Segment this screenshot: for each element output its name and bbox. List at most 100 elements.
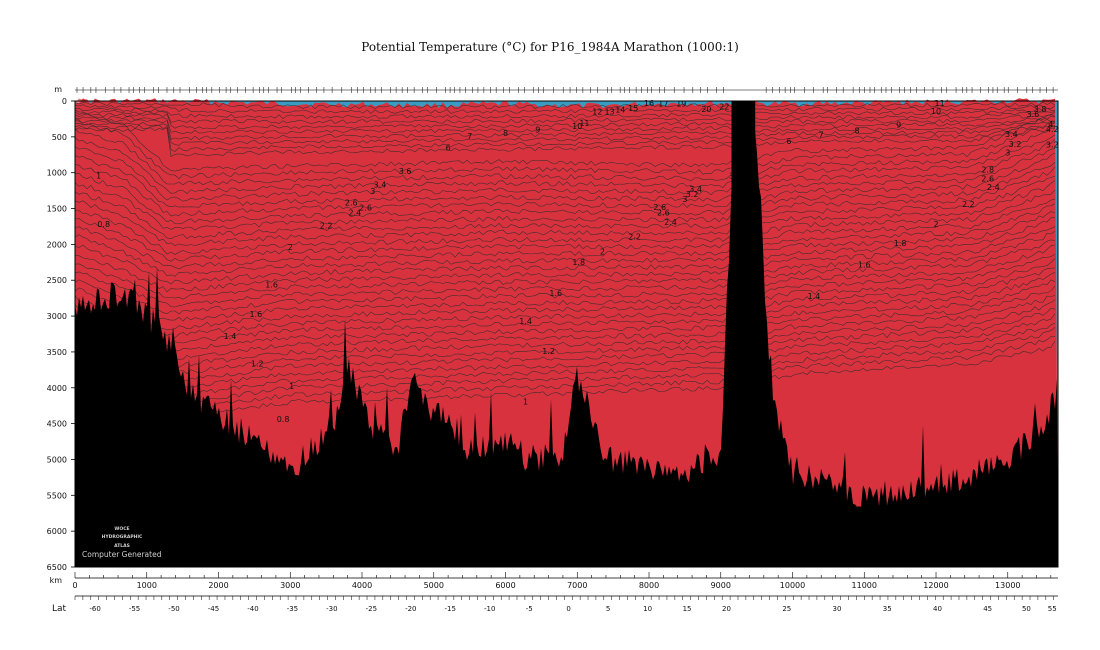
contour-label: 3.2: [686, 190, 699, 199]
contour-label: 1.8: [572, 258, 585, 267]
contour-label: 4: [1048, 120, 1053, 129]
contour-label: 3.6: [399, 167, 412, 176]
contour-label: 2.6: [981, 174, 994, 183]
watermark-line-2: HYDROGRAPHIC: [102, 534, 143, 540]
isotherm-line-1: [74, 109, 1056, 172]
contour-label: 11: [935, 99, 945, 108]
km-tick-label: 1000: [137, 581, 157, 590]
depth-tick-label: 0: [62, 97, 67, 106]
isotherm-line-29: [74, 307, 1056, 385]
lat-tick-label: -35: [287, 605, 298, 613]
lat-tick-label: 20: [722, 605, 731, 613]
isotherm-line-34: [74, 340, 1056, 428]
isotherm-line-11: [74, 180, 1056, 246]
warm-isotherm-line-2: [74, 104, 1056, 114]
contour-label: 1.4: [519, 317, 532, 326]
axes-layer: m050010001500200025003000350040004500500…: [47, 85, 1059, 614]
contour-label: 15: [628, 104, 638, 113]
contour-label: 3.2: [1009, 140, 1022, 149]
contour-label: 1.2: [542, 347, 555, 356]
warm-isotherm-line-9: [74, 124, 1056, 152]
contour-label-layer: 10.822.22.42.62.633.43.61.61.61.41.210.8…: [96, 99, 1058, 424]
isotherm-line-17: [74, 226, 1056, 293]
contour-label: 13: [604, 108, 614, 117]
lat-tick-label: 30: [833, 605, 842, 613]
isotherm-line-15: [74, 211, 1056, 277]
isotherm-line-13: [74, 198, 1056, 262]
isotherm-line-31: [74, 322, 1056, 401]
contour-label: 2.6: [359, 204, 372, 213]
km-tick-label: 0: [72, 581, 77, 590]
contour-label: 3: [729, 171, 734, 180]
contour-label: 1.6: [249, 310, 262, 319]
contour-label: 9: [535, 126, 540, 135]
seafloor-silhouette: [75, 101, 1058, 567]
isotherm-line-12: [74, 189, 1056, 255]
contour-label: 16: [644, 99, 654, 108]
contour-label: 3.4: [374, 181, 387, 190]
contour-label: 1: [523, 397, 528, 406]
contour-label: 22: [719, 103, 729, 112]
contour-label: 9: [896, 121, 901, 130]
contour-label: 3: [682, 195, 687, 204]
contour-label: 1.4: [808, 292, 821, 301]
isotherm-line-4: [74, 134, 1056, 194]
isotherm-line-20: [74, 244, 1056, 315]
warm-isotherm-line-7: [74, 118, 1056, 141]
depth-tick-label: 4000: [47, 384, 67, 393]
contour-label: 8: [503, 129, 508, 138]
lat-tick-label: 0: [566, 605, 570, 613]
km-tick-label: 9000: [711, 581, 731, 590]
isotherm-line-27: [74, 295, 1056, 368]
km-tick-label: 3000: [280, 581, 300, 590]
lat-tick-label: 45: [983, 605, 992, 613]
lat-tick-label: 35: [883, 605, 892, 613]
contour-label: 1.6: [549, 289, 562, 298]
contour-label: 2: [933, 220, 938, 229]
depth-tick-label: 6000: [47, 527, 67, 536]
isotherm-line-8: [74, 162, 1056, 225]
watermark-line-3: ATLAS: [114, 543, 130, 549]
isotherm-line-7: [74, 152, 1056, 217]
isotherm-line-14: [74, 203, 1056, 270]
contour-label: 10: [572, 122, 582, 131]
km-tick-label: 13000: [995, 581, 1020, 590]
isotherm-line-26: [74, 285, 1056, 361]
contour-label: 10: [931, 107, 941, 116]
km-tick-label: 8000: [639, 581, 659, 590]
km-tick-label: 11000: [852, 581, 877, 590]
contour-label: 0.8: [277, 415, 290, 424]
isotherm-line-2: [74, 119, 1056, 180]
depth-tick-label: 3000: [47, 312, 67, 321]
isotherm-line-6: [74, 148, 1056, 208]
depth-tick-label: 1500: [47, 205, 67, 214]
km-tick-label: 4000: [352, 581, 372, 590]
lat-tick-label: 25: [782, 605, 791, 613]
depth-tick-label: 5500: [47, 491, 67, 500]
contour-label: 7: [467, 132, 472, 141]
lat-tick-label: -20: [405, 605, 416, 613]
km-tick-label: 12000: [923, 581, 948, 590]
depth-tick-label: 3500: [47, 348, 67, 357]
contour-label: 20: [701, 105, 711, 114]
lat-tick-label: -60: [89, 605, 100, 613]
lat-tick-label: 15: [683, 605, 692, 613]
km-tick-label: 2000: [208, 581, 228, 590]
contour-label: 6: [786, 137, 791, 146]
contour-label: 2: [288, 243, 293, 252]
depth-unit-label: m: [54, 85, 62, 94]
contour-label: 3.4: [689, 185, 702, 194]
contour-label: 1.4: [224, 332, 237, 341]
lat-tick-label: -30: [326, 605, 337, 613]
lat-tick-label: -55: [129, 605, 140, 613]
lat-tick-label: 55: [1048, 605, 1057, 613]
km-unit-label: km: [50, 576, 63, 585]
watermark-line-4: Computer Generated: [82, 550, 162, 559]
lat-tick-label: -10: [484, 605, 495, 613]
contour-label: 1: [289, 382, 294, 391]
contour-label: 2.2: [320, 222, 333, 231]
contour-label: 2.4: [664, 218, 677, 227]
warm-isotherm-line-10: [74, 127, 1056, 157]
lat-tick-label: -15: [445, 605, 456, 613]
